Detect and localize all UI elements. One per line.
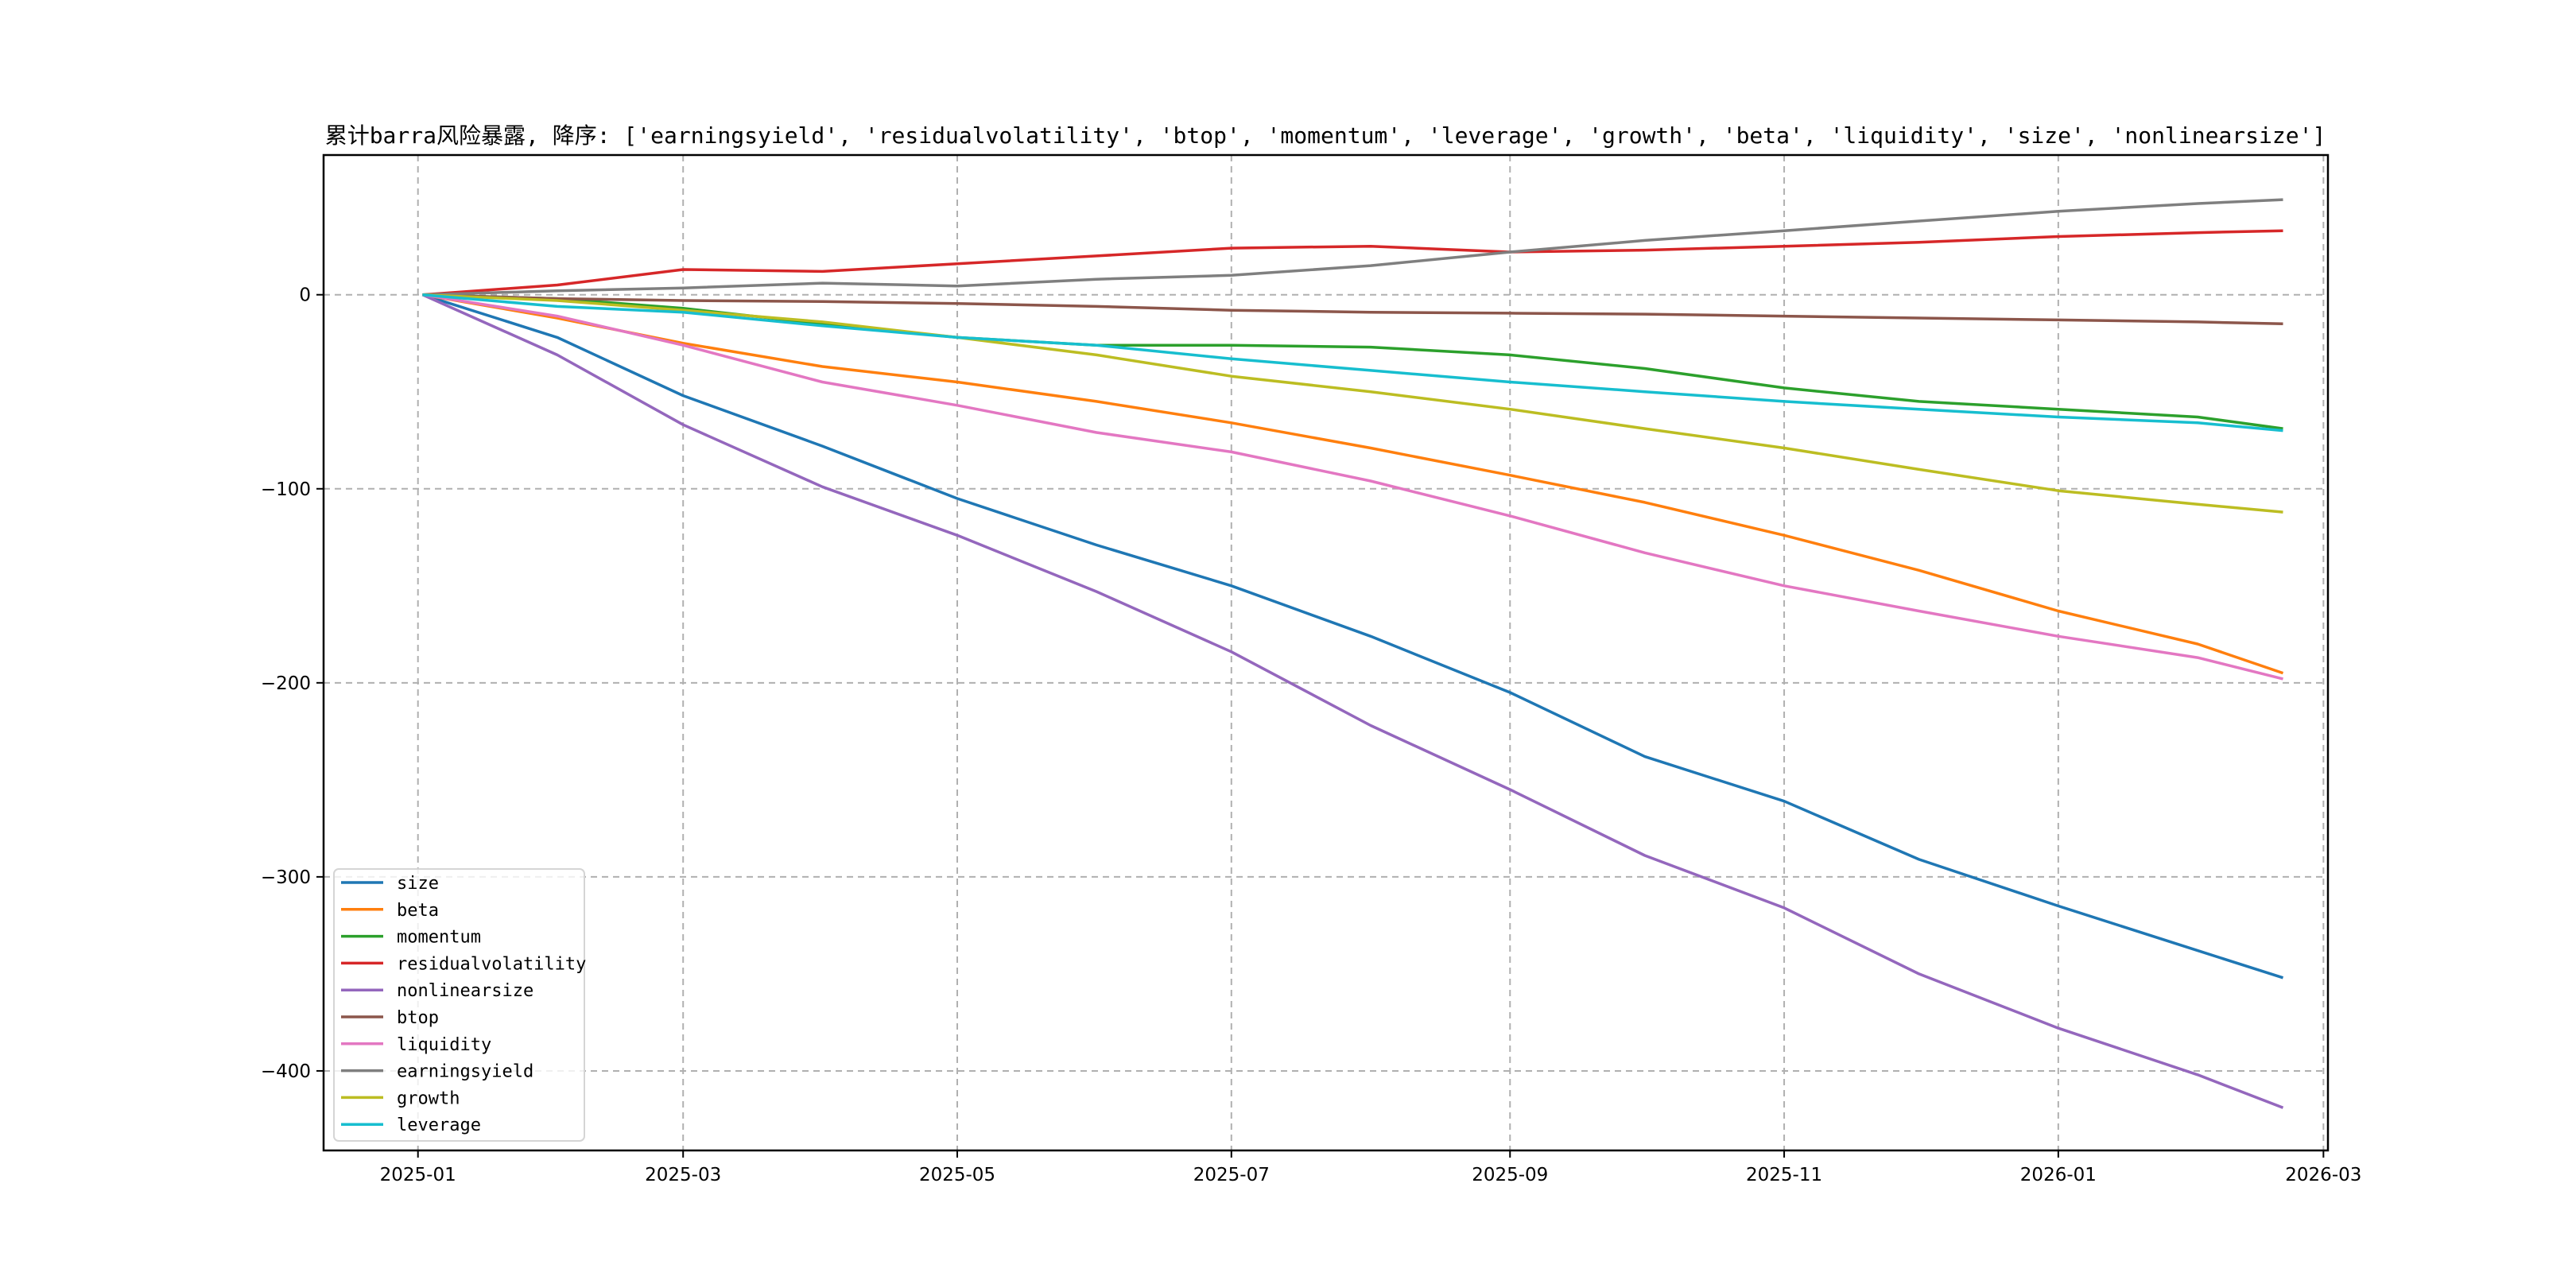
- series-line-leverage: [422, 293, 2283, 433]
- plot-area-frame: [322, 153, 2330, 1152]
- series-line-size: [421, 293, 2284, 980]
- series-line-btop: [422, 293, 2283, 326]
- legend-label-liquidity: liquidity: [397, 1035, 491, 1055]
- x-tick-label: 2025-11: [1746, 1165, 1822, 1185]
- y-tick-label: −400: [261, 1061, 311, 1082]
- grid-lines: [324, 155, 2328, 1150]
- legend-label-leverage: leverage: [397, 1115, 481, 1135]
- legend: size beta momentum residualvolatility nonlin…: [333, 868, 586, 1142]
- x-tick-label: 2025-09: [1472, 1165, 1548, 1185]
- chart-title: 累计barra风险暴露, 降序: ['earningsyield', 'resi…: [325, 122, 2326, 149]
- y-tick-label: −200: [261, 673, 311, 694]
- y-tick-label: −300: [261, 867, 311, 888]
- x-tick-label: 2026-01: [2020, 1165, 2097, 1185]
- series-line-beta: [422, 293, 2284, 675]
- x-tick-label: 2025-07: [1193, 1165, 1270, 1185]
- legend-label-size: size: [397, 874, 439, 894]
- legend-label-btop: btop: [397, 1008, 439, 1028]
- legend-label-momentum: momentum: [397, 928, 481, 948]
- legend-box: [333, 868, 585, 1142]
- series-line-liquidity: [422, 293, 2283, 681]
- series-line-residualvolatility: [422, 229, 2283, 297]
- legend-label-residualvolatility: residualvolatility: [397, 954, 586, 974]
- x-tick-label: 2025-03: [645, 1165, 721, 1185]
- y-tick-label: 0: [299, 285, 311, 306]
- y-tick-label: −100: [261, 479, 311, 500]
- series-line-nonlinearsize: [421, 293, 2284, 1109]
- legend-label-nonlinearsize: nonlinearsize: [397, 981, 533, 1001]
- series-line-growth: [422, 293, 2283, 514]
- series-line-earningsyield: [422, 198, 2283, 297]
- series-lines: [421, 198, 2284, 1109]
- y-axis: 0 −100 −200 −300 −400: [261, 285, 324, 1082]
- x-axis: 2025-01 2025-03 2025-05 2025-07 2025-09 2025-…: [380, 1150, 2361, 1185]
- legend-label-beta: beta: [397, 901, 439, 921]
- legend-label-earningsyield: earningsyield: [397, 1062, 533, 1082]
- legend-label-growth: growth: [397, 1088, 460, 1108]
- x-tick-label: 2025-05: [919, 1165, 995, 1185]
- x-tick-label: 2026-03: [2285, 1165, 2361, 1185]
- x-tick-label: 2025-01: [380, 1165, 456, 1185]
